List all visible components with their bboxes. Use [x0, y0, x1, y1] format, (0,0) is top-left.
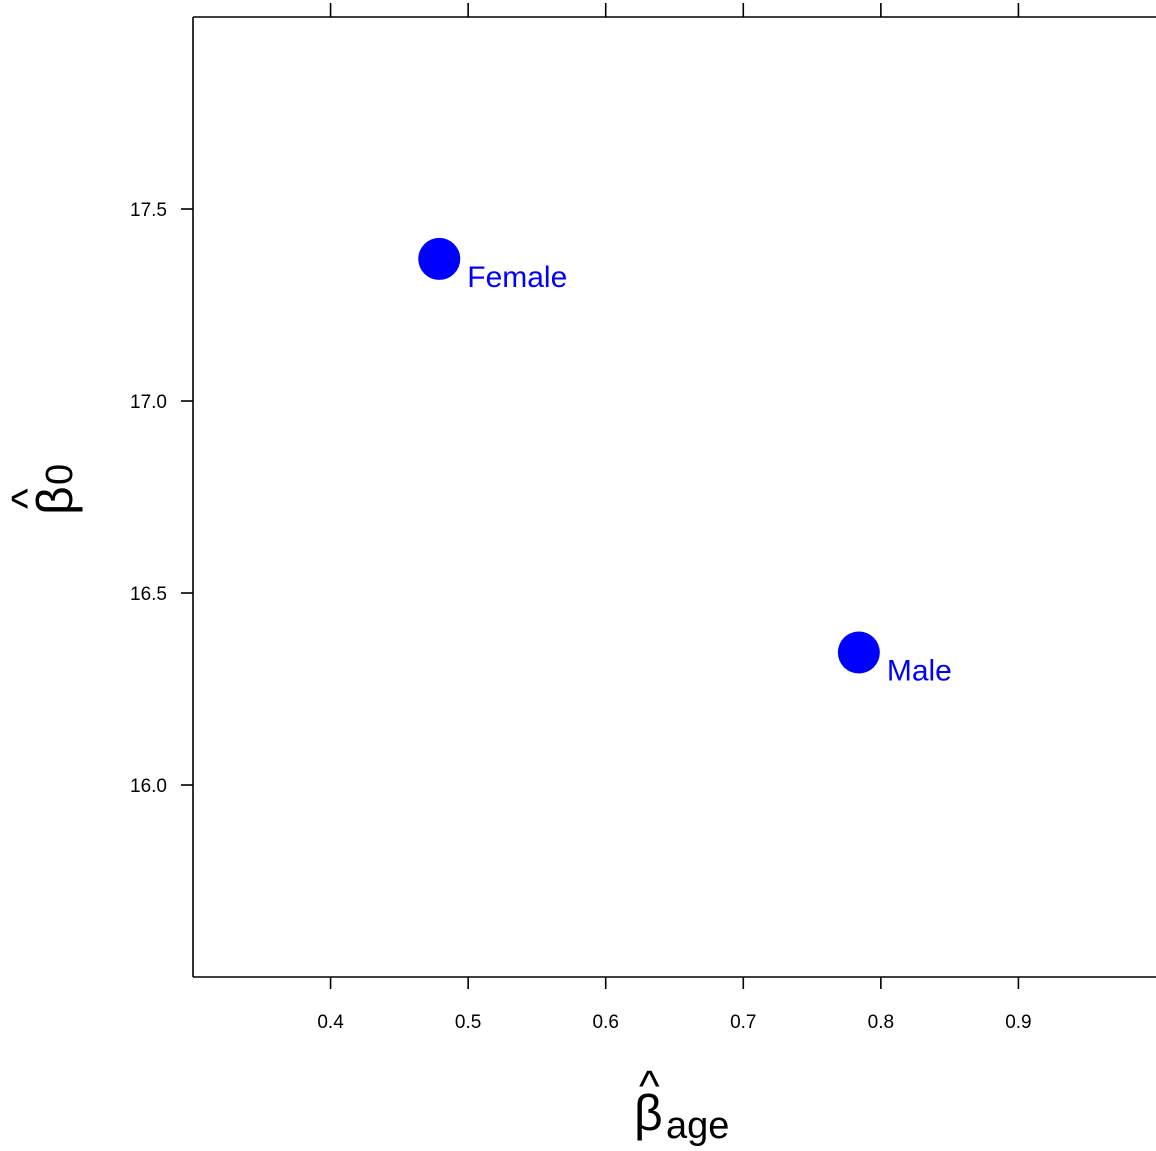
data-point-label-male: Male	[887, 655, 952, 688]
data-point-female	[418, 237, 461, 280]
x-tick-label: 0.6	[593, 1012, 619, 1033]
data-point-label-female: Female	[467, 261, 567, 294]
plot-frame	[192, 16, 1156, 978]
x-axis-label-subscript: age	[666, 1105, 729, 1147]
x-tick-label: 0.9	[1005, 1012, 1031, 1033]
y-tick-label: 17.0	[130, 392, 167, 413]
x-tick-label: 0.8	[868, 1012, 894, 1033]
y-axis-label-symbol: β	[27, 486, 83, 515]
y-axis-label-hat: ^	[3, 488, 52, 509]
x-axis-label-hat: ^	[639, 1062, 660, 1111]
data-point-male	[837, 631, 880, 674]
x-axis-ticks: 0.4 0.5 0.6 0.7 0.8 0.9	[317, 3, 1032, 1033]
y-tick-label: 17.5	[130, 200, 167, 221]
y-axis-label-subscript: 0	[39, 464, 81, 485]
x-tick-label: 0.4	[317, 1012, 344, 1033]
x-tick-label: 0.5	[455, 1012, 481, 1033]
x-axis-label: ^ β age	[634, 1062, 729, 1147]
x-axis-label-symbol: β	[634, 1085, 663, 1141]
data-points: Female Male	[418, 237, 952, 688]
y-tick-label: 16.0	[130, 776, 167, 797]
y-tick-label: 16.5	[130, 584, 167, 605]
y-axis-ticks: 16.0 16.5 17.0 17.5	[130, 200, 193, 797]
y-axis-label: ^ β 0	[3, 464, 83, 515]
x-tick-label: 0.7	[730, 1012, 756, 1033]
